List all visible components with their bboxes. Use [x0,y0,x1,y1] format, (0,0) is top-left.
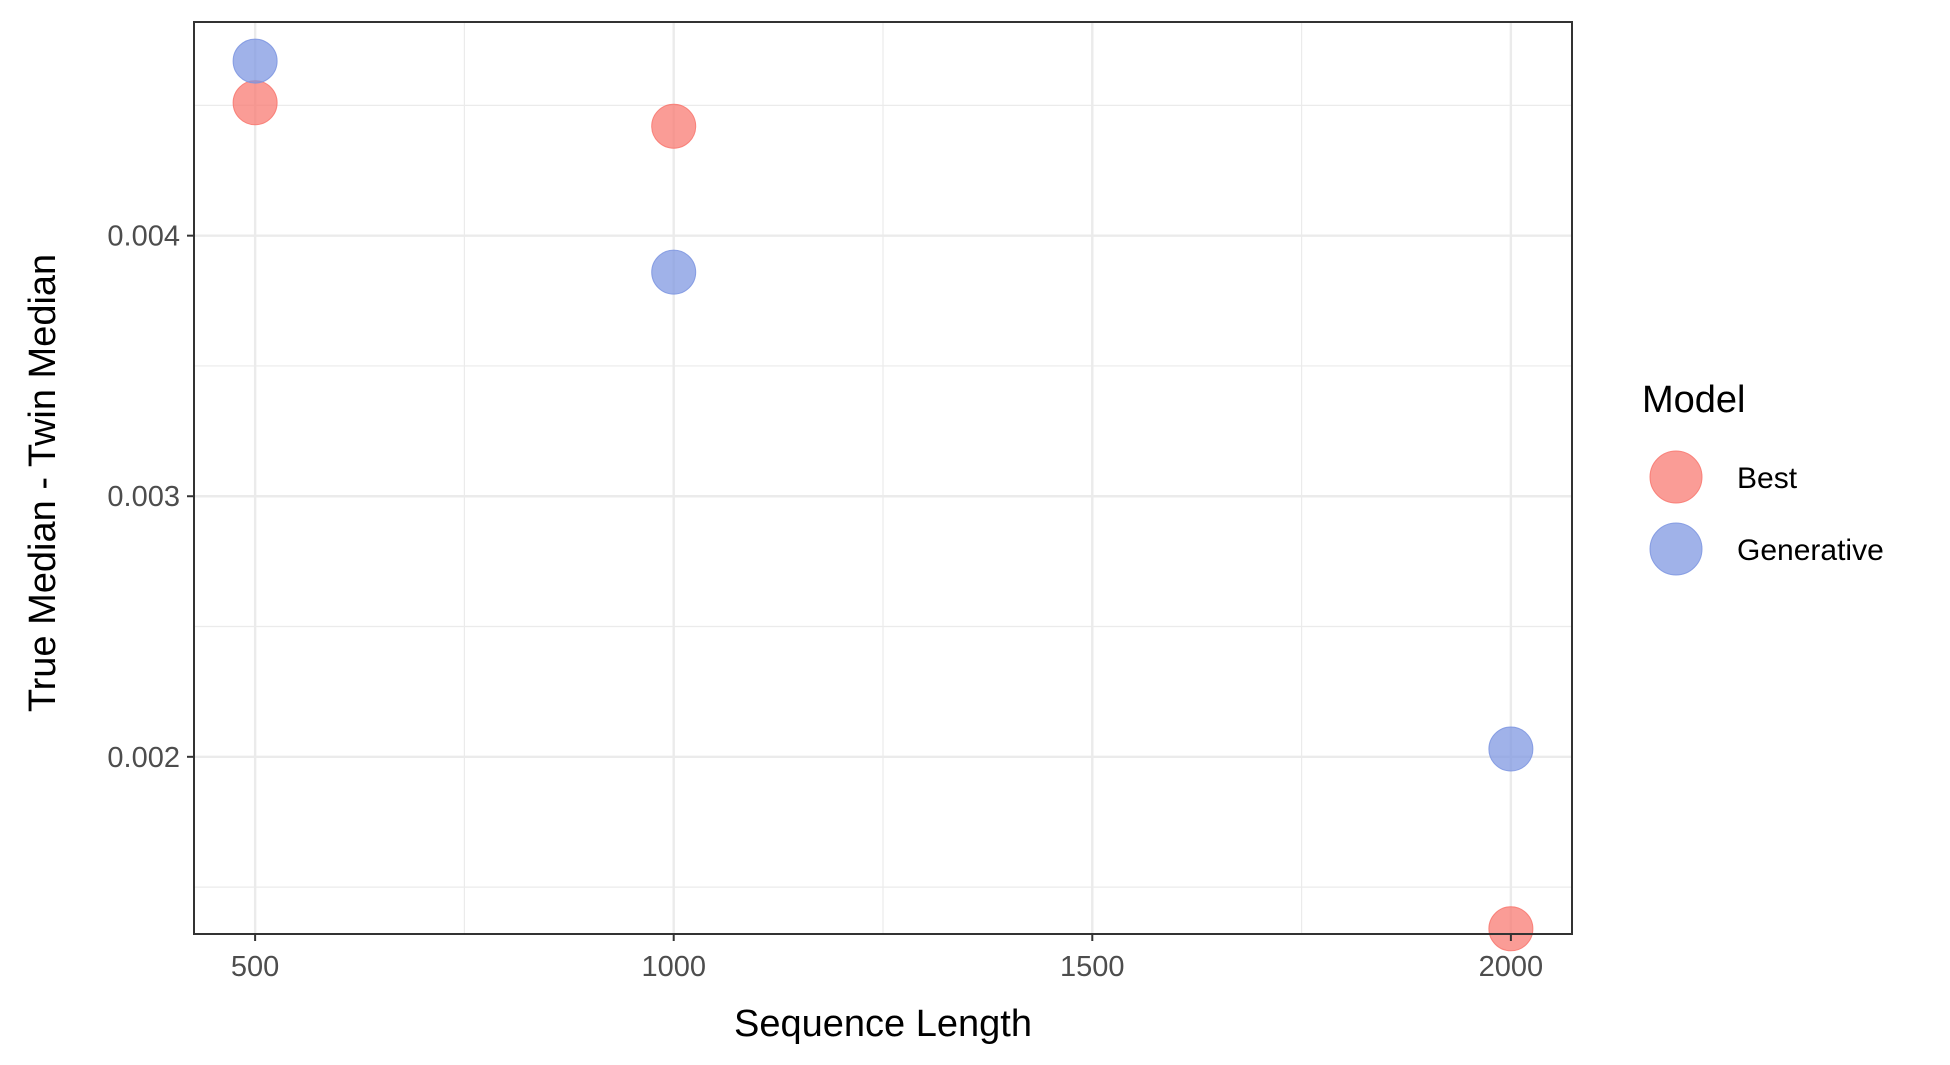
data-points [232,38,1534,952]
legend: Model Best Generative [1642,379,1884,576]
data-point-generative [232,38,278,84]
y-tick-label: 0.004 [107,221,180,253]
legend-key-generative [1649,522,1703,576]
x-axis-title: Sequence Length [734,1003,1032,1045]
data-point-generative [1488,726,1534,772]
y-axis-title: True Median - Twin Median [22,254,64,712]
data-point-generative [651,249,697,295]
data-point-best [1488,906,1534,952]
x-tick-label: 1500 [1060,951,1125,983]
legend-key-best [1649,450,1703,504]
legend-label-best: Best [1737,462,1798,495]
data-point-best [232,80,278,126]
grid-major [194,22,1572,934]
legend-title: Model [1642,379,1746,421]
x-axis-ticks: 500 1000 1500 2000 [231,934,1543,983]
y-tick-label: 0.002 [107,742,180,774]
x-tick-label: 500 [231,951,279,983]
legend-items: Best Generative [1649,450,1884,576]
legend-label-generative: Generative [1737,534,1884,567]
x-tick-label: 2000 [1479,951,1544,983]
y-axis-ticks: 0.002 0.003 0.004 [107,221,194,774]
data-point-best [651,103,697,149]
y-tick-label: 0.003 [107,481,180,513]
x-tick-label: 1000 [641,951,706,983]
grid-minor [194,22,1572,934]
plot-panel-border [193,21,1573,935]
